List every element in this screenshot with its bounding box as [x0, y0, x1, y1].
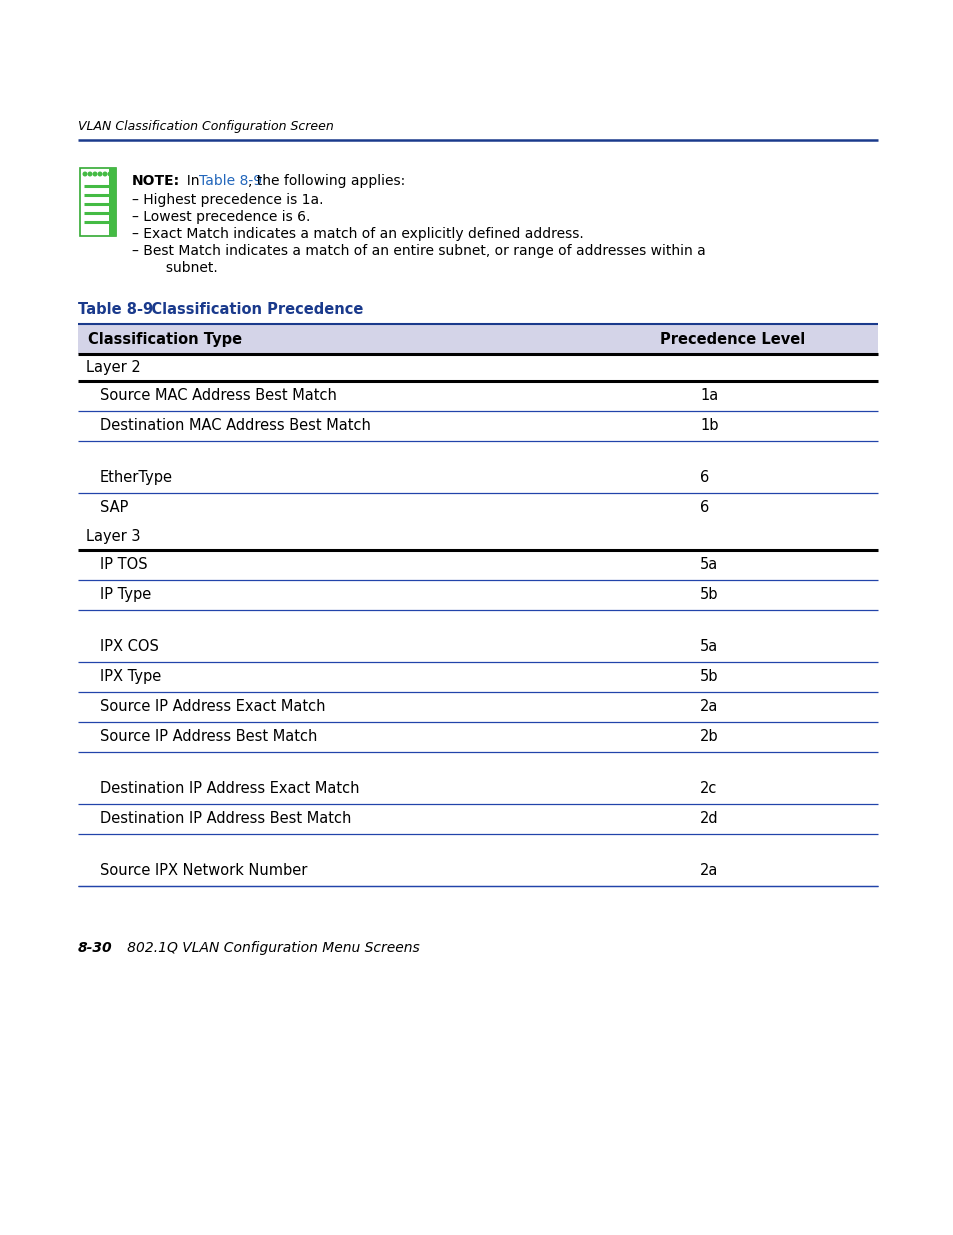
- Text: EtherType: EtherType: [100, 471, 172, 485]
- Circle shape: [92, 172, 97, 177]
- Text: 2d: 2d: [700, 811, 718, 826]
- Text: IP Type: IP Type: [100, 587, 152, 601]
- Circle shape: [88, 172, 92, 177]
- Text: – Highest precedence is 1a.: – Highest precedence is 1a.: [132, 193, 323, 207]
- Text: 1a: 1a: [700, 388, 718, 403]
- Text: 5b: 5b: [700, 669, 718, 684]
- Text: 802.1Q VLAN Configuration Menu Screens: 802.1Q VLAN Configuration Menu Screens: [113, 941, 419, 955]
- Text: NOTE:: NOTE:: [132, 174, 180, 188]
- Text: IPX COS: IPX COS: [100, 638, 159, 655]
- Text: Layer 2: Layer 2: [86, 359, 141, 375]
- Circle shape: [97, 172, 102, 177]
- Circle shape: [108, 172, 112, 177]
- Text: Destination IP Address Exact Match: Destination IP Address Exact Match: [100, 781, 359, 797]
- Text: – Exact Match indicates a match of an explicitly defined address.: – Exact Match indicates a match of an ex…: [132, 227, 583, 241]
- Text: Source MAC Address Best Match: Source MAC Address Best Match: [100, 388, 336, 403]
- Text: Source IP Address Best Match: Source IP Address Best Match: [100, 729, 317, 743]
- Text: 6: 6: [700, 500, 708, 515]
- Text: Classification Precedence: Classification Precedence: [136, 303, 363, 317]
- Text: Classification Type: Classification Type: [88, 332, 242, 347]
- Bar: [78, 324, 877, 354]
- Text: – Lowest precedence is 6.: – Lowest precedence is 6.: [132, 210, 310, 224]
- Text: In: In: [178, 174, 204, 188]
- Text: IPX Type: IPX Type: [100, 669, 161, 684]
- Text: 1b: 1b: [700, 417, 718, 433]
- Text: 6: 6: [700, 471, 708, 485]
- Text: , the following applies:: , the following applies:: [248, 174, 405, 188]
- Text: 2a: 2a: [700, 699, 718, 714]
- Text: Table 8-9: Table 8-9: [78, 303, 153, 317]
- Text: Destination MAC Address Best Match: Destination MAC Address Best Match: [100, 417, 371, 433]
- Text: Source IPX Network Number: Source IPX Network Number: [100, 863, 307, 878]
- Text: 5b: 5b: [700, 587, 718, 601]
- Text: 5a: 5a: [700, 638, 718, 655]
- Text: 8-30: 8-30: [78, 941, 112, 955]
- Bar: [109, 168, 116, 236]
- Circle shape: [102, 172, 108, 177]
- Text: subnet.: subnet.: [144, 261, 217, 275]
- Text: 2b: 2b: [700, 729, 718, 743]
- Text: – Best Match indicates a match of an entire subnet, or range of addresses within: – Best Match indicates a match of an ent…: [132, 245, 705, 258]
- Text: 2a: 2a: [700, 863, 718, 878]
- Circle shape: [82, 172, 88, 177]
- Text: VLAN Classification Configuration Screen: VLAN Classification Configuration Screen: [78, 120, 334, 133]
- Text: IP TOS: IP TOS: [100, 557, 148, 572]
- Text: Layer 3: Layer 3: [86, 529, 140, 543]
- Text: 5a: 5a: [700, 557, 718, 572]
- Text: Destination IP Address Best Match: Destination IP Address Best Match: [100, 811, 351, 826]
- Text: 2c: 2c: [700, 781, 717, 797]
- Text: Precedence Level: Precedence Level: [659, 332, 804, 347]
- Text: Table 8-9: Table 8-9: [199, 174, 262, 188]
- Text: SAP: SAP: [100, 500, 129, 515]
- Bar: [80, 168, 116, 236]
- Text: Source IP Address Exact Match: Source IP Address Exact Match: [100, 699, 325, 714]
